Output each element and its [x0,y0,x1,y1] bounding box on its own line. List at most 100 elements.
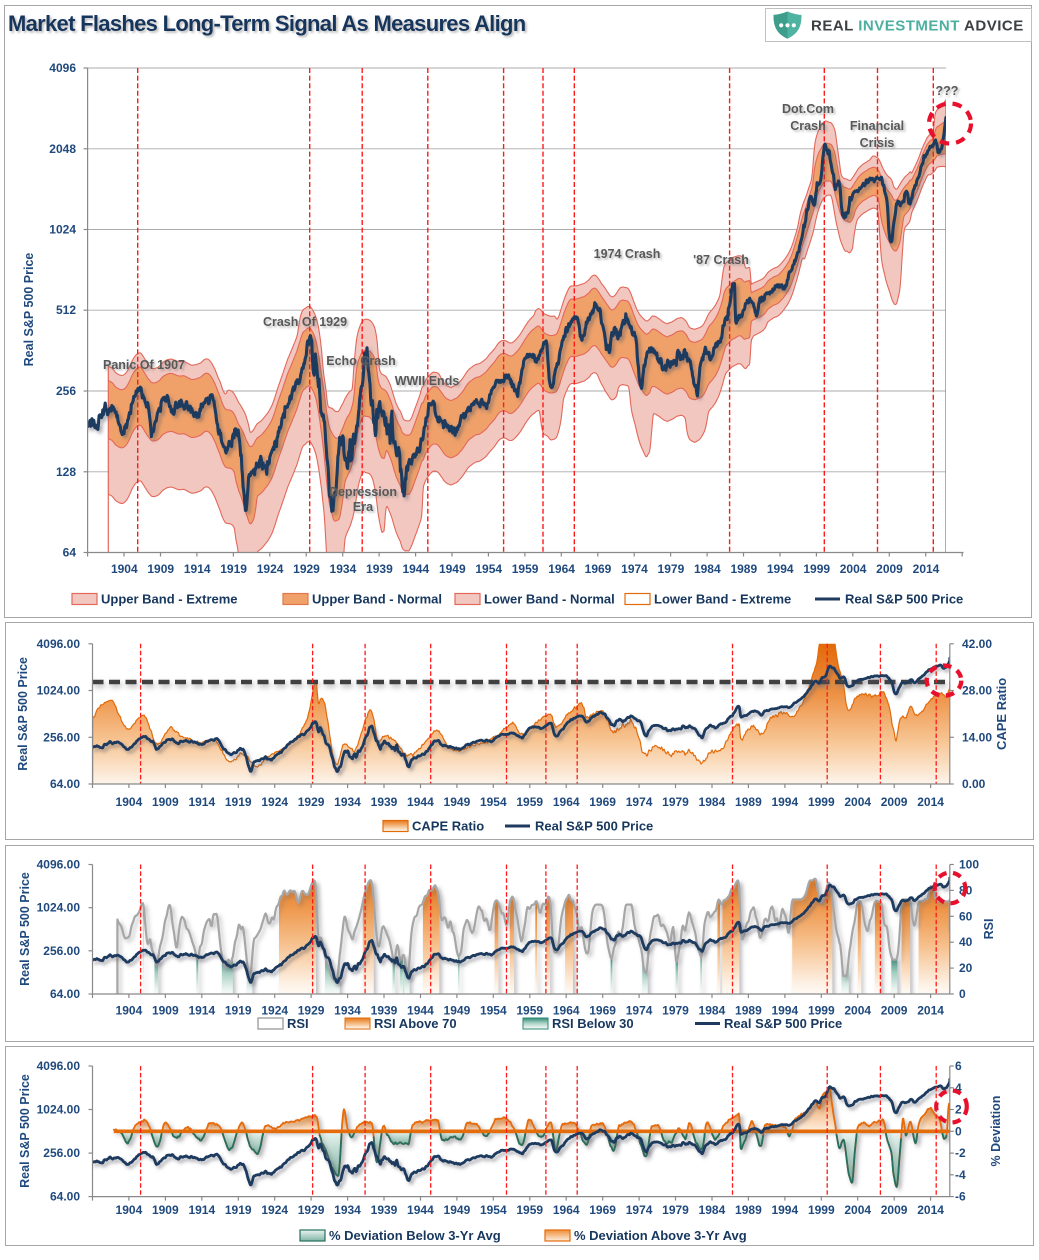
svg-text:1979: 1979 [658,562,685,576]
svg-text:1999: 1999 [803,562,830,576]
svg-text:4: 4 [955,1081,962,1095]
svg-text:42.00: 42.00 [962,637,992,651]
svg-text:1909: 1909 [152,1004,179,1018]
svg-text:4096.00: 4096.00 [37,858,81,872]
svg-text:1939: 1939 [366,562,393,576]
svg-text:1914: 1914 [184,562,211,576]
svg-text:64.00: 64.00 [50,777,80,791]
svg-text:RSI Above 70: RSI Above 70 [374,1016,457,1031]
svg-text:1924: 1924 [261,1004,288,1018]
svg-text:1954: 1954 [480,1203,507,1217]
svg-text:Real S&P 500 Price: Real S&P 500 Price [18,872,32,986]
svg-text:2048: 2048 [49,142,76,156]
svg-text:1969: 1969 [585,562,612,576]
svg-text:1994: 1994 [771,795,798,809]
svg-text:% Deviation Below 3-Yr Avg: % Deviation Below 3-Yr Avg [329,1228,501,1243]
svg-text:1924: 1924 [261,795,288,809]
svg-text:20: 20 [959,961,973,975]
svg-text:REAL INVESTMENT ADVICE: REAL INVESTMENT ADVICE [811,18,1024,35]
svg-text:28.00: 28.00 [962,684,992,698]
svg-text:1934: 1934 [334,1004,361,1018]
svg-text:???: ??? [936,84,959,98]
svg-text:1974: 1974 [621,562,648,576]
svg-text:1914: 1914 [188,1004,215,1018]
svg-text:1919: 1919 [225,1004,252,1018]
svg-text:1999: 1999 [808,795,835,809]
svg-text:Upper Band - Normal: Upper Band - Normal [312,592,442,607]
svg-text:1959: 1959 [516,1004,543,1018]
svg-text:-4: -4 [955,1168,966,1182]
svg-text:6: 6 [955,1059,962,1073]
svg-text:1969: 1969 [589,1004,616,1018]
svg-text:2: 2 [955,1103,962,1117]
svg-text:Real S&P 500 Price: Real S&P 500 Price [16,657,30,771]
svg-text:64.00: 64.00 [50,1190,80,1204]
svg-text:1994: 1994 [767,562,794,576]
svg-text:0: 0 [959,987,966,1001]
svg-text:1989: 1989 [735,795,762,809]
svg-text:1944: 1944 [407,1203,434,1217]
svg-text:Market Flashes Long-Term Signa: Market Flashes Long-Term Signal As Measu… [8,11,526,36]
svg-text:-2: -2 [955,1146,966,1160]
svg-text:1949: 1949 [444,1004,471,1018]
svg-text:Depression: Depression [329,485,397,499]
svg-text:1904: 1904 [116,795,143,809]
svg-text:1979: 1979 [662,1004,689,1018]
svg-text:256.00: 256.00 [43,730,80,744]
svg-text:Echo Crash: Echo Crash [326,354,395,368]
svg-text:2004: 2004 [844,1203,871,1217]
svg-text:64.00: 64.00 [50,987,80,1001]
svg-text:100: 100 [959,858,979,872]
svg-text:1954: 1954 [480,1004,507,1018]
svg-text:% Deviation Above 3-Yr Avg: % Deviation Above 3-Yr Avg [574,1228,747,1243]
svg-text:1919: 1919 [220,562,247,576]
svg-text:Dot.Com: Dot.Com [782,102,834,116]
svg-text:1939: 1939 [371,1203,398,1217]
svg-text:1989: 1989 [730,562,757,576]
svg-text:1904: 1904 [111,562,138,576]
svg-text:0.00: 0.00 [962,777,986,791]
svg-text:40: 40 [959,935,973,949]
svg-text:RSI Below 30: RSI Below 30 [552,1016,634,1031]
svg-text:Lower Band - Extreme: Lower Band - Extreme [654,592,791,607]
svg-text:CAPE Ratio: CAPE Ratio [412,819,484,834]
svg-text:RSI: RSI [982,919,996,940]
svg-text:1974 Crash: 1974 Crash [594,247,661,261]
svg-text:1964: 1964 [553,795,580,809]
svg-text:256.00: 256.00 [43,1146,80,1160]
svg-text:1964: 1964 [553,1004,580,1018]
svg-text:1934: 1934 [334,795,361,809]
svg-text:1919: 1919 [225,795,252,809]
svg-text:WWII Ends: WWII Ends [395,374,460,388]
svg-text:Crisis: Crisis [860,136,895,150]
svg-text:1949: 1949 [444,1203,471,1217]
svg-text:1999: 1999 [808,1004,835,1018]
svg-text:2014: 2014 [917,1004,944,1018]
svg-text:CAPE Ratio: CAPE Ratio [994,678,1009,750]
svg-text:2014: 2014 [913,562,940,576]
svg-text:2004: 2004 [844,1004,871,1018]
svg-text:4096.00: 4096.00 [37,637,81,651]
svg-text:1989: 1989 [735,1004,762,1018]
svg-text:1934: 1934 [334,1203,361,1217]
svg-text:1974: 1974 [626,1004,653,1018]
svg-text:Lower Band - Normal: Lower Band - Normal [484,592,615,607]
svg-text:1999: 1999 [808,1203,835,1217]
svg-text:RSI: RSI [287,1016,309,1031]
svg-text:1924: 1924 [261,1203,288,1217]
svg-text:1949: 1949 [439,562,466,576]
svg-text:1914: 1914 [188,795,215,809]
svg-text:1959: 1959 [516,795,543,809]
svg-text:4096: 4096 [49,61,76,75]
svg-text:60: 60 [959,909,973,923]
svg-text:1934: 1934 [330,562,357,576]
svg-text:1949: 1949 [444,795,471,809]
svg-text:2009: 2009 [881,1203,908,1217]
svg-text:Real S&P 500 Price: Real S&P 500 Price [724,1016,842,1031]
svg-text:2004: 2004 [840,562,867,576]
svg-text:Upper Band - Extreme: Upper Band - Extreme [101,592,238,607]
svg-text:% Deviation: % Deviation [989,1096,1003,1167]
svg-text:1954: 1954 [480,795,507,809]
svg-text:14.00: 14.00 [962,730,992,744]
svg-text:1904: 1904 [116,1004,143,1018]
